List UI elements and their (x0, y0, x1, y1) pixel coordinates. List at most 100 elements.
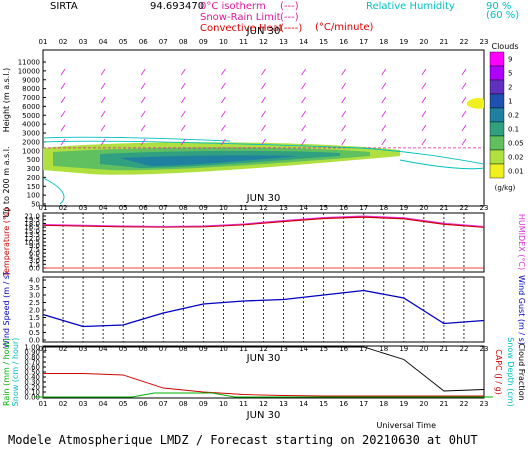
hour-tick-label: 12 (259, 204, 268, 212)
y-tick-label: 3000 (22, 130, 40, 138)
hour-tick-label: 17 (359, 345, 368, 353)
upper-cloud-patch (467, 97, 484, 109)
hour-tick-label: 17 (359, 38, 368, 46)
hour-tick-label: 08 (179, 38, 188, 46)
hour-tick-label: 05 (119, 204, 128, 212)
legend-label: Convective Heat (200, 23, 283, 34)
x-axis-label: Universal Time (376, 421, 436, 430)
station-name: SIRTA (50, 1, 78, 12)
hour-tick-label: 22 (459, 38, 468, 46)
hour-tick-label: 15 (319, 204, 328, 212)
wind-barb (461, 96, 467, 104)
hour-tick-label: 10 (219, 400, 228, 408)
clouds-legend-level: 0.2 (508, 112, 519, 120)
hour-tick-label: 03 (79, 204, 88, 212)
clouds-legend-unit: (g/kg) (495, 184, 516, 192)
rh-contour-60 (42, 159, 485, 205)
hour-tick-label: 12 (259, 38, 268, 46)
cloud-fraction-line (43, 346, 485, 392)
footer-text: Modele Atmospherique LMDZ / Forecast sta… (8, 433, 478, 447)
wind-barb (221, 138, 226, 146)
hour-tick-label: 17 (359, 400, 368, 408)
clouds-legend-swatch (489, 135, 505, 151)
hour-tick-label: 22 (459, 400, 468, 408)
hour-tick-label: 05 (119, 38, 128, 46)
wind-barb (301, 124, 306, 132)
wind-barb (301, 138, 306, 146)
wind-barb (140, 110, 146, 118)
temperature-y-label: Temperature (°C) (2, 207, 11, 277)
wind-barb (180, 68, 186, 76)
hour-tick-label: 09 (199, 400, 208, 408)
wind-barb (301, 82, 306, 90)
hour-tick-label: 05 (119, 400, 128, 408)
hour-tick-label: 20 (419, 204, 428, 212)
hour-tick-label: 08 (179, 204, 188, 212)
wind-barb (180, 110, 186, 118)
y-tick-label: 1.0 (29, 322, 40, 330)
wind-barb (140, 138, 146, 146)
clouds-legend-title: Clouds (491, 42, 518, 51)
y-tick-label: 13.5 (24, 231, 40, 239)
vertical-profile-panel: 01 02 03 04 05 06 07 08 09 10 11 12 13 14 15 16 17 18 19 20… (2, 26, 488, 218)
y-tick-label: 50 (31, 201, 40, 209)
hour-tick-label: 21 (439, 345, 448, 353)
hour-tick-label: 19 (399, 204, 408, 212)
convective-unit: (°C/minute) (315, 22, 374, 33)
date-label: JUN 30 (246, 410, 281, 421)
y-tick-label: 0.50 (24, 369, 40, 377)
hour-tick-label: 06 (139, 345, 148, 353)
hour-tick-label: 15 (319, 400, 328, 408)
wind-barb (60, 96, 66, 104)
wind-barb (60, 124, 66, 132)
wind-barb (261, 124, 266, 132)
y-tick-label: 4000 (22, 121, 40, 129)
wind-barb (140, 124, 146, 132)
y-tick-label: 11000 (18, 59, 40, 67)
snow-y-label: Snow (cm / hour) (11, 338, 20, 407)
y-tick-label: 2.0 (29, 307, 40, 315)
wind-barb (421, 68, 427, 76)
wind-barb (100, 68, 106, 76)
wind-barb (261, 68, 266, 76)
hour-tick-label: 13 (279, 400, 288, 408)
y-tick-label: 0.70 (24, 359, 40, 367)
hour-tick-label: 18 (379, 204, 388, 212)
hour-tick-label: 07 (159, 204, 168, 212)
hour-tick-label: 01 (39, 400, 48, 408)
hour-tick-label: 11 (239, 204, 248, 212)
y-tick-label: 1000 (22, 147, 40, 155)
wind-barb (180, 124, 186, 132)
y-tick-label: 0.20 (24, 384, 40, 392)
wind-barb (100, 124, 106, 132)
hour-tick-label: 17 (359, 204, 368, 212)
y-tick-label: 0.10 (24, 389, 40, 397)
cloud-fraction-y-label: Cloud Fraction (517, 343, 526, 400)
y-tick-label: 0.60 (24, 364, 40, 372)
capc-line (43, 373, 484, 397)
rh-legend-value: 90 % (486, 1, 511, 12)
hour-tick-label: 04 (99, 345, 108, 353)
legend-style: (---) (280, 1, 299, 12)
hour-tick-label: 18 (379, 400, 388, 408)
wind-barb (421, 82, 427, 90)
cloud-layer-peak (120, 155, 300, 166)
hour-tick-label: 10 (219, 204, 228, 212)
hour-tick-label: 11 (239, 38, 248, 46)
date-label: JUN 30 (246, 193, 281, 204)
legend-label: Snow-Rain Limit (200, 12, 281, 23)
hour-tick-label: 04 (99, 38, 108, 46)
clouds-legend-level: 1 (508, 98, 512, 106)
y-tick-label: 6000 (22, 103, 40, 111)
date-label: JUN 30 (246, 26, 281, 37)
wind-barb (381, 138, 387, 146)
y-tick-label: 0.0 (29, 265, 40, 273)
wind-barb (60, 68, 66, 76)
wind-barb (341, 110, 347, 118)
y-tick-label: 2.5 (29, 299, 40, 307)
hour-tick-label: 02 (59, 400, 68, 408)
wind-barb (301, 68, 306, 76)
precipitation-panel: 01 02 03 04 05 06 07 08 09 10 11 12 13 14 15 16 17 18 19 20… (2, 337, 526, 430)
clouds-legend-swatch (489, 163, 505, 179)
y-tick-label: 4.5 (29, 253, 40, 261)
